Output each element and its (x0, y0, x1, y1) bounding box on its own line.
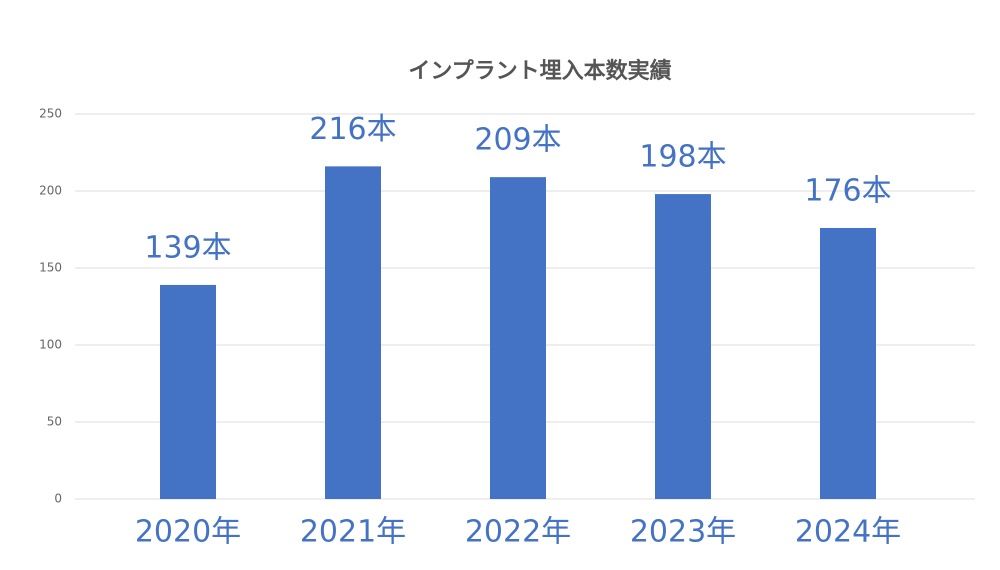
value-label: 139本 (144, 230, 231, 265)
y-tick-label: 150 (39, 261, 62, 275)
bar (160, 284, 216, 499)
y-tick-label: 200 (39, 184, 62, 198)
chart-title: インプラント埋入本数実績 (408, 58, 671, 84)
bar (325, 166, 381, 500)
y-tick-label: 0 (54, 492, 62, 506)
y-tick-label: 250 (39, 107, 62, 121)
value-label: 216本 (309, 112, 396, 147)
value-label: 198本 (639, 140, 726, 175)
y-tick-label: 50 (47, 415, 62, 429)
value-label: 209本 (474, 123, 561, 158)
bar (655, 194, 711, 499)
y-tick-label: 100 (39, 338, 62, 352)
x-tick-label: 2020年 (135, 515, 241, 550)
value-label: 176本 (804, 173, 891, 208)
x-tick-label: 2021年 (300, 515, 406, 550)
x-tick-label: 2023年 (630, 515, 736, 550)
x-tick-label: 2022年 (465, 515, 571, 550)
bar (490, 177, 546, 499)
bar (820, 227, 876, 499)
x-tick-label: 2024年 (795, 515, 901, 550)
